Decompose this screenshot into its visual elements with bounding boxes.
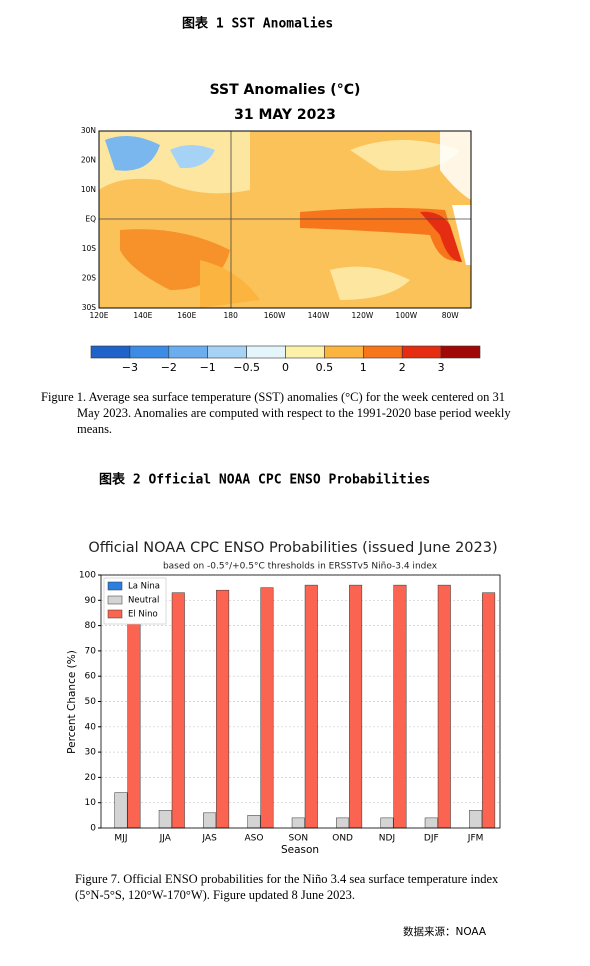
y-axis-label: Percent Chance (%) xyxy=(66,650,78,754)
colorbar-swatch xyxy=(129,345,170,359)
caption-line: means. xyxy=(77,422,112,436)
y-tick-label: 40 xyxy=(85,722,97,732)
caption-line: May 2023. Anomalies are computed with re… xyxy=(77,406,511,420)
colorbar-swatch xyxy=(285,345,325,359)
lat-label: 20S xyxy=(82,274,97,283)
y-tick-label: 70 xyxy=(85,646,97,656)
colorbar-label: −3 xyxy=(122,361,138,374)
bar xyxy=(158,810,172,829)
colorbar-swatch xyxy=(440,345,481,359)
bar xyxy=(260,587,274,829)
bar xyxy=(247,815,261,829)
bar xyxy=(216,589,230,829)
colorbar-swatch xyxy=(324,345,364,359)
lat-label: 20N xyxy=(81,156,96,165)
colorbar-swatch xyxy=(90,345,131,359)
chart-subtitle: based on -0.5°/+0.5°C thresholds in ERSS… xyxy=(163,562,438,572)
bar xyxy=(203,812,217,829)
colorbar-swatch xyxy=(246,345,286,359)
y-tick-label: 60 xyxy=(85,672,97,682)
lon-label: 140W xyxy=(308,311,330,320)
x-tick-label: OND xyxy=(332,834,353,844)
y-tick-label: 100 xyxy=(79,571,96,581)
lat-label: 30N xyxy=(81,126,96,135)
colorbar-swatch xyxy=(207,345,247,359)
legend-swatch xyxy=(107,609,123,619)
figure-header: 图表 1 SST Anomalies xyxy=(182,16,333,32)
plot-frame xyxy=(100,574,501,829)
lat-label: 10N xyxy=(81,185,96,194)
bar xyxy=(171,592,185,829)
map-title: SST Anomalies (°C) xyxy=(210,82,361,98)
lon-label: 120E xyxy=(89,311,108,320)
colorbar-swatch xyxy=(362,345,403,359)
lon-label: 120W xyxy=(352,311,374,320)
lon-label: 140E xyxy=(133,311,152,320)
legend-label: El Nino xyxy=(128,610,158,620)
bar xyxy=(127,610,141,829)
legend-swatch xyxy=(107,581,123,591)
lon-label: 80W xyxy=(442,311,460,320)
x-tick-label: JAS xyxy=(201,834,217,844)
y-tick-label: 90 xyxy=(85,596,97,606)
lon-label: 160E xyxy=(177,311,196,320)
bar xyxy=(114,792,128,829)
lat-label: 30S xyxy=(82,303,97,312)
colorbar-label: 1 xyxy=(360,361,367,374)
x-tick-label: ASO xyxy=(244,834,263,844)
bar xyxy=(291,817,305,829)
bar xyxy=(393,584,407,829)
y-tick-label: 0 xyxy=(90,824,96,834)
colorbar-swatch xyxy=(401,345,442,359)
x-tick-label: NDJ xyxy=(379,834,395,844)
x-tick-label: JFM xyxy=(467,834,484,844)
bar xyxy=(380,817,394,829)
legend-swatch xyxy=(107,595,123,605)
colorbar-label: −0.5 xyxy=(233,361,260,374)
colorbar-label: −1 xyxy=(200,361,216,374)
caption-line: Figure 7. Official ENSO probabilities fo… xyxy=(75,872,499,886)
y-tick-label: 10 xyxy=(85,798,97,808)
x-tick-label: SON xyxy=(289,834,309,844)
legend-label: Neutral xyxy=(128,596,159,606)
colorbar-label: 0.5 xyxy=(316,361,334,374)
lon-label: 100W xyxy=(395,311,417,320)
bar xyxy=(424,817,438,829)
x-tick-label: MJJ xyxy=(114,834,127,844)
bar xyxy=(336,817,350,829)
colorbar-label: 3 xyxy=(438,361,445,374)
colorbar-label: 0 xyxy=(282,361,289,374)
y-tick-label: 30 xyxy=(85,748,97,758)
x-tick-label: DJF xyxy=(424,834,439,844)
bar xyxy=(469,810,483,829)
colorbar-swatch xyxy=(168,345,209,359)
y-tick-label: 20 xyxy=(85,773,97,783)
source: 数据来源：NOAA xyxy=(403,925,487,938)
y-tick-label: 50 xyxy=(85,697,97,707)
bar xyxy=(349,584,363,829)
x-tick-label: JJA xyxy=(159,834,172,844)
sst-map xyxy=(98,130,472,309)
map-date: 31 MAY 2023 xyxy=(234,107,336,123)
chart-title: Official NOAA CPC ENSO Probabilities (is… xyxy=(88,540,497,556)
caption-line: (5°N-5°S, 120°W-170°W). Figure updated 8… xyxy=(75,888,355,902)
colorbar-label: 2 xyxy=(399,361,406,374)
bar xyxy=(482,592,496,829)
y-tick-label: 80 xyxy=(85,621,97,631)
x-axis-label: Season xyxy=(281,844,319,856)
bar xyxy=(437,584,451,829)
colorbar-label: −2 xyxy=(161,361,177,374)
lon-label: 180 xyxy=(224,311,239,320)
lat-label: 10S xyxy=(82,244,97,253)
figure-header: 图表 2 Official NOAA CPC ENSO Probabilitie… xyxy=(99,472,430,488)
caption-line: Figure 1. Average sea surface temperatur… xyxy=(41,390,505,404)
lat-label: EQ xyxy=(85,215,96,224)
legend-label: La Nina xyxy=(128,582,160,592)
lon-label: 160W xyxy=(264,311,286,320)
bar xyxy=(304,584,318,829)
